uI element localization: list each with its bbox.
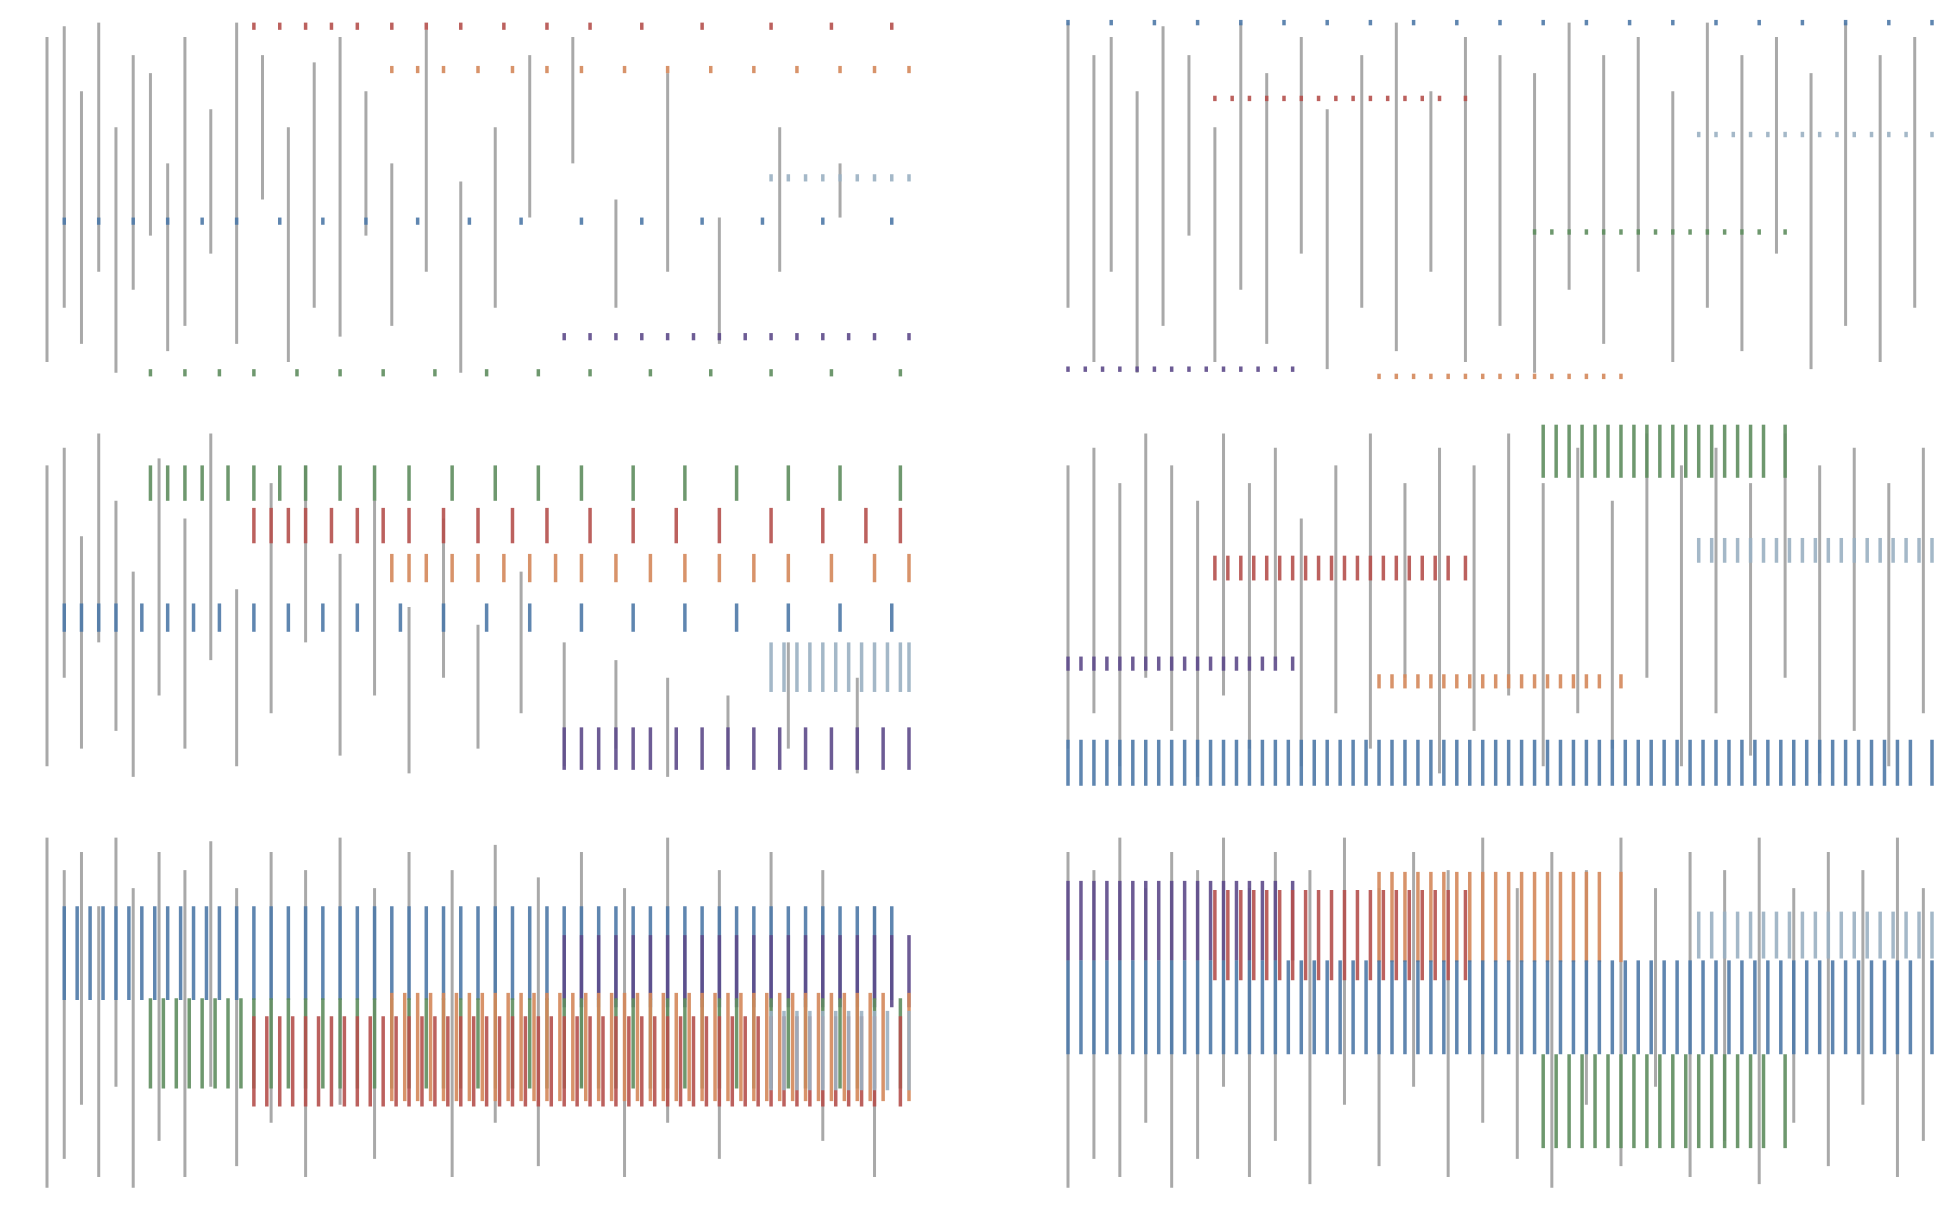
- event-series: [1377, 871, 1623, 963]
- event-series: [769, 642, 911, 692]
- event-series: [1066, 19, 1934, 26]
- event-series: [62, 603, 894, 632]
- event-series: [148, 369, 903, 377]
- event-series: [390, 553, 911, 583]
- event-series: [390, 992, 911, 1102]
- event-series: [562, 333, 911, 341]
- event-series: [1532, 229, 1787, 235]
- event-series: [148, 465, 903, 501]
- event-series: [62, 217, 894, 225]
- event-series: [62, 906, 894, 1001]
- event-series: [1066, 739, 1934, 786]
- event-series: [252, 1016, 903, 1107]
- event-series: [769, 1010, 911, 1091]
- event-series: [562, 727, 911, 770]
- event-series: [1377, 373, 1623, 380]
- event-series: [1066, 366, 1295, 372]
- event-series: [1213, 555, 1468, 581]
- event-series: [1541, 1054, 1787, 1149]
- event-series: [769, 174, 911, 182]
- event-series: [252, 507, 903, 544]
- event-series: [1696, 537, 1934, 563]
- event-series: [1541, 424, 1787, 478]
- event-series: [1377, 674, 1623, 689]
- event-series: [1696, 131, 1934, 138]
- event-series: [1696, 911, 1934, 959]
- event-series: [1066, 960, 1934, 1055]
- event-series: [1066, 880, 1295, 961]
- event-series: [252, 22, 894, 30]
- event-series: [1066, 656, 1295, 671]
- event-series: [390, 65, 911, 74]
- event-series: [1213, 95, 1468, 102]
- event-series: [1213, 889, 1468, 981]
